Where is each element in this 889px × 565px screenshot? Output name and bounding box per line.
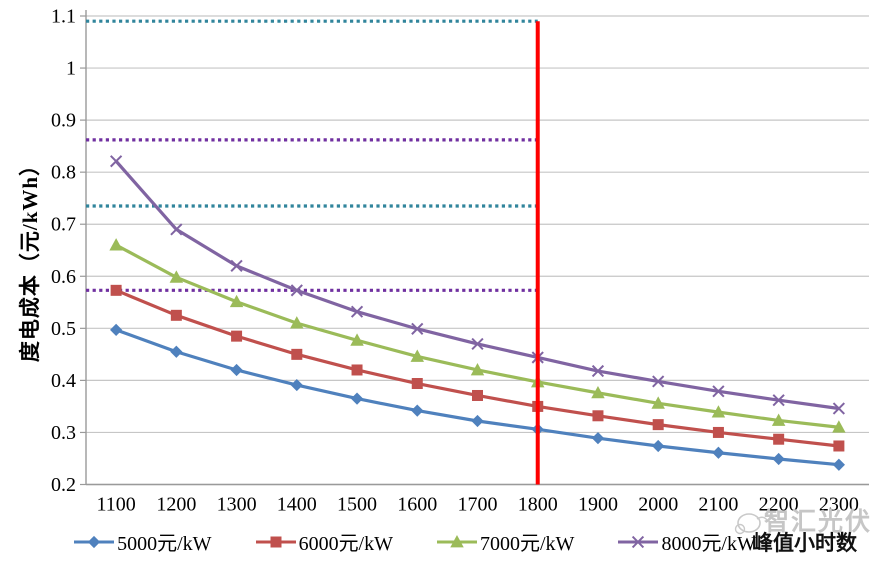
series-marker (652, 439, 665, 453)
series-marker (411, 404, 424, 417)
series-marker (290, 284, 303, 297)
y-tick-label: 0.9 (51, 110, 76, 132)
series-marker (712, 385, 725, 398)
y-tick-label: 0.4 (51, 370, 76, 392)
legend-marker-icon (74, 535, 115, 548)
chart-legend: 5000元/kW 6000元/kW 7000元/kW 8000元/kW (0, 527, 830, 556)
series-marker (712, 446, 725, 459)
series-marker (350, 392, 364, 405)
y-tick-label: 1 (66, 58, 76, 80)
series-marker (772, 452, 785, 466)
y-tick-label: 0.7 (51, 214, 76, 236)
series-marker (591, 432, 605, 445)
x-tick-label: 1400 (277, 494, 317, 516)
y-tick-label: 0.2 (51, 474, 76, 496)
y-tick-label: 0.6 (51, 266, 76, 288)
series-marker (110, 155, 123, 168)
legend-item-7000元/kW: 7000元/kW (437, 527, 574, 556)
series-marker (652, 419, 664, 431)
series-marker (712, 426, 724, 438)
series-marker (772, 394, 785, 407)
x-tick-label: 1900 (578, 494, 618, 516)
series-marker (230, 259, 243, 272)
series-marker (773, 433, 785, 445)
series-marker (591, 385, 605, 399)
legend-marker-icon (255, 536, 296, 547)
series-marker (229, 294, 244, 308)
series-marker (651, 396, 665, 409)
series-marker (230, 363, 243, 377)
series-marker (832, 458, 845, 471)
series-marker (169, 270, 184, 283)
legend-item-8000元/kW: 8000元/kW (618, 527, 756, 556)
legend-label: 5000元/kW (117, 533, 212, 555)
series-marker (351, 364, 363, 376)
x-tick-label: 1300 (217, 494, 257, 516)
series-marker (350, 305, 364, 318)
series-marker (833, 440, 845, 452)
legend-label: 7000元/kW (480, 533, 575, 555)
x-tick-label: 2200 (759, 494, 799, 516)
legend-label: 6000元/kW (298, 533, 393, 555)
series-marker (652, 375, 665, 388)
series-marker (472, 389, 483, 401)
x-tick-label: 1100 (96, 494, 135, 516)
series-marker (350, 333, 364, 346)
series-marker (592, 410, 604, 422)
series-marker (290, 378, 303, 392)
series-marker (771, 413, 786, 426)
series-marker (110, 323, 123, 337)
y-tick-label: 0.8 (51, 162, 76, 184)
legend-item-6000元/kW: 6000元/kW (255, 527, 393, 556)
series-marker (591, 364, 605, 378)
series-marker (270, 536, 282, 547)
legend-item-5000元/kW: 5000元/kW (74, 527, 212, 556)
x-tick-label: 1500 (337, 494, 377, 516)
series-marker (109, 238, 123, 251)
series-marker (290, 316, 304, 329)
y-axis-title: 度电成本（元/kWh） (18, 153, 42, 363)
series-marker (88, 535, 101, 548)
watermark-text: 智汇光伏 (764, 509, 873, 536)
series-marker (471, 414, 484, 428)
watermark-logo-icon (734, 513, 768, 535)
y-tick-label: 1.1 (51, 6, 76, 28)
series-marker (450, 534, 464, 547)
series-marker (470, 363, 485, 376)
series-marker (411, 378, 423, 390)
series-marker (231, 330, 243, 342)
legend-marker-icon (437, 534, 477, 547)
series-marker (170, 345, 183, 358)
series-marker (291, 348, 303, 360)
x-tick-label: 2300 (819, 494, 859, 516)
legend-marker-icon (618, 535, 659, 548)
series-marker (170, 309, 182, 321)
x-tick-label: 2000 (638, 494, 678, 516)
series-marker (410, 349, 425, 362)
series-marker (411, 322, 424, 335)
series-marker (170, 223, 183, 236)
legend-label: 8000元/kW (661, 533, 756, 555)
series-marker (632, 535, 645, 548)
series-marker (711, 405, 726, 418)
series-marker (832, 420, 846, 433)
y-tick-label: 0.5 (51, 318, 76, 340)
y-tick-label: 0.3 (51, 422, 76, 444)
x-tick-label: 1700 (458, 494, 498, 516)
x-tick-label: 1800 (518, 494, 558, 516)
x-tick-label: 2100 (698, 494, 738, 516)
series-marker (471, 337, 484, 351)
x-tick-label: 1600 (397, 494, 437, 516)
x-axis-title: 峰值小时数 (752, 531, 857, 555)
series-marker (832, 402, 845, 415)
series-marker (110, 284, 122, 296)
x-tick-label: 1200 (156, 494, 196, 516)
